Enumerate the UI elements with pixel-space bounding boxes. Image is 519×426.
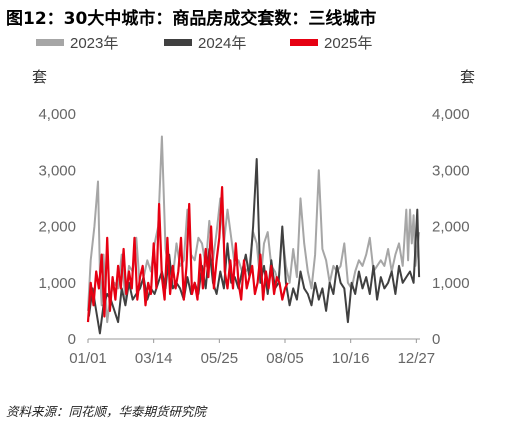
y-tick-label-right: 3,000 — [432, 162, 470, 179]
series-line-2025年 — [86, 186, 289, 323]
legend-swatch — [290, 39, 318, 46]
right-axis-unit: 套 — [460, 68, 475, 86]
left-axis-ticks: 0 1,000 2,000 3,000 4,000 — [38, 106, 76, 348]
x-tick-label: 01/01 — [69, 350, 107, 367]
x-tick-label: 03/14 — [135, 350, 173, 367]
y-tick-label-left: 3,000 — [38, 162, 76, 179]
y-tick-label-right: 4,000 — [432, 106, 470, 123]
right-axis-ticks: 0 1,000 2,000 3,000 4,000 — [432, 106, 470, 348]
chart-title: 图12：30大中城市：商品房成交套数：三线城市 — [6, 9, 377, 29]
legend: 2023年 2024年 2025年 — [36, 35, 372, 52]
x-tick-label: 10/16 — [332, 350, 370, 367]
legend-swatch — [164, 39, 192, 46]
y-tick-label-left: 2,000 — [38, 219, 76, 236]
y-tick-label-right: 2,000 — [432, 219, 470, 236]
y-tick-label-left: 1,000 — [38, 275, 76, 292]
x-tick-label: 08/05 — [266, 350, 304, 367]
source-note: 资料来源：同花顺，华泰期货研究院 — [6, 404, 207, 419]
y-tick-label-right: 0 — [432, 331, 440, 348]
series-line-2024年 — [87, 158, 421, 335]
y-tick-label-left: 0 — [68, 331, 76, 348]
legend-label: 2023年 — [70, 35, 118, 52]
x-axis-ticks: 01/01 03/14 05/25 08/05 10/16 12/27 — [69, 339, 435, 367]
left-axis-unit: 套 — [32, 68, 47, 86]
legend-label: 2025年 — [324, 35, 372, 52]
legend-swatch — [36, 39, 64, 46]
series-group — [86, 135, 421, 335]
legend-label: 2024年 — [198, 35, 246, 52]
y-tick-label-right: 1,000 — [432, 275, 470, 292]
x-tick-label: 05/25 — [201, 350, 239, 367]
y-tick-label-left: 4,000 — [38, 106, 76, 123]
x-tick-label: 12/27 — [398, 350, 436, 367]
